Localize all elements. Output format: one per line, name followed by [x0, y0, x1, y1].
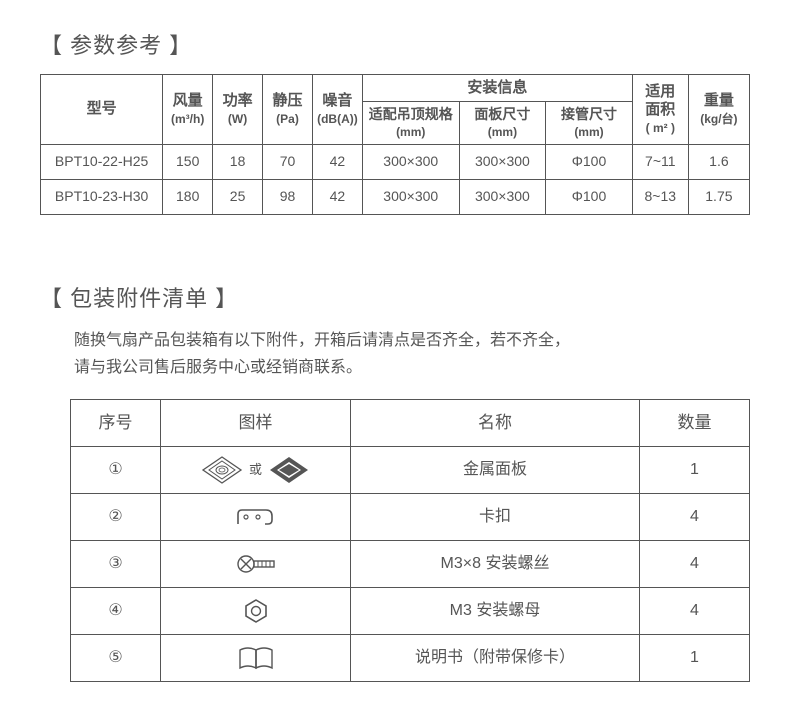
pkg-idx: ③: [71, 540, 161, 587]
pkg-row: ③ M3×8 安装螺丝 4: [71, 540, 750, 587]
pkg-header-row: 序号 图样 名称 数量: [71, 399, 750, 446]
hdr-install-group: 安装信息: [362, 75, 632, 102]
pkg-qty: 4: [640, 587, 750, 634]
pkg-idx: ②: [71, 493, 161, 540]
cell-pipe: Φ100: [546, 179, 633, 214]
cell-weight: 1.6: [688, 144, 749, 179]
pkg-name: 卡扣: [351, 493, 640, 540]
cell-noise: 42: [312, 179, 362, 214]
page: 【 参数参考 】 型号 风量(m³/h) 功率(W) 静压(Pa) 噪音(dB(…: [0, 0, 790, 722]
cell-area: 8~13: [632, 179, 688, 214]
hdr-pipe: 接管尺寸(mm): [546, 102, 633, 145]
pkg-intro: 随换气扇产品包装箱有以下附件，开箱后请清点是否齐全，若不齐全， 请与我公司售后服…: [74, 327, 750, 381]
hdr-idx: 序号: [71, 399, 161, 446]
cell-ceiling: 300×300: [362, 144, 459, 179]
pkg-intro-line1: 随换气扇产品包装箱有以下附件，开箱后请清点是否齐全，若不齐全，: [74, 332, 570, 349]
cell-ceiling: 300×300: [362, 179, 459, 214]
cell-panel: 300×300: [459, 179, 546, 214]
pkg-name: M3×8 安装螺丝: [351, 540, 640, 587]
spec-table: 型号 风量(m³/h) 功率(W) 静压(Pa) 噪音(dB(A)) 安装信息 …: [40, 74, 750, 215]
pkg-qty: 4: [640, 540, 750, 587]
pkg-img-cell: [161, 493, 351, 540]
cell-airflow: 180: [163, 179, 213, 214]
manual-icon: [236, 644, 276, 672]
hdr-model: 型号: [41, 75, 163, 145]
cell-power: 18: [213, 144, 263, 179]
pkg-img-cell: 或: [161, 446, 351, 493]
hdr-weight: 重量(kg/台): [688, 75, 749, 145]
cell-model: BPT10-22-H25: [41, 144, 163, 179]
pkg-name: M3 安装螺母: [351, 587, 640, 634]
pkg-qty: 4: [640, 493, 750, 540]
hdr-area: 适用面积( m² ): [632, 75, 688, 145]
cell-power: 25: [213, 179, 263, 214]
cell-static: 70: [263, 144, 313, 179]
pkg-intro-line2: 请与我公司售后服务中心或经销商联系。: [74, 359, 362, 376]
cell-pipe: Φ100: [546, 144, 633, 179]
hdr-power: 功率(W): [213, 75, 263, 145]
pkg-row: ① 或 金属面板 1: [71, 446, 750, 493]
pkg-idx: ①: [71, 446, 161, 493]
spec-row: BPT10-22-H25 150 18 70 42 300×300 300×30…: [41, 144, 750, 179]
cell-airflow: 150: [163, 144, 213, 179]
section-spacer: [40, 215, 750, 273]
pkg-name: 金属面板: [351, 446, 640, 493]
hdr-panel: 面板尺寸(mm): [459, 102, 546, 145]
pkg-table: 序号 图样 名称 数量 ① 或 金属面板: [70, 399, 750, 682]
cell-area: 7~11: [632, 144, 688, 179]
hdr-img: 图样: [161, 399, 351, 446]
pkg-qty: 1: [640, 446, 750, 493]
cell-weight: 1.75: [688, 179, 749, 214]
metal-panel-b-icon: [268, 455, 310, 485]
spec-row: BPT10-23-H30 180 25 98 42 300×300 300×30…: [41, 179, 750, 214]
pkg-row: ② 卡扣 4: [71, 493, 750, 540]
pkg-img-cell: [161, 587, 351, 634]
hdr-qty: 数量: [640, 399, 750, 446]
hdr-noise: 噪音(dB(A)): [312, 75, 362, 145]
hdr-name: 名称: [351, 399, 640, 446]
hdr-static: 静压(Pa): [263, 75, 313, 145]
spec-title: 【 参数参考 】: [40, 28, 750, 60]
cell-static: 98: [263, 179, 313, 214]
cell-model: BPT10-23-H30: [41, 179, 163, 214]
pkg-img-cell: [161, 540, 351, 587]
pkg-title: 【 包装附件清单 】: [40, 281, 750, 313]
pkg-row: ④ M3 安装螺母 4: [71, 587, 750, 634]
hdr-airflow: 风量(m³/h): [163, 75, 213, 145]
pkg-idx: ④: [71, 587, 161, 634]
nut-icon: [241, 597, 271, 625]
clip-icon: [232, 504, 280, 530]
cell-panel: 300×300: [459, 144, 546, 179]
spec-header-row1: 型号 风量(m³/h) 功率(W) 静压(Pa) 噪音(dB(A)) 安装信息 …: [41, 75, 750, 102]
hdr-ceiling: 适配吊顶规格(mm): [362, 102, 459, 145]
metal-panel-a-icon: [201, 455, 243, 485]
or-text: 或: [249, 462, 262, 477]
cell-noise: 42: [312, 144, 362, 179]
screw-icon: [234, 551, 278, 577]
